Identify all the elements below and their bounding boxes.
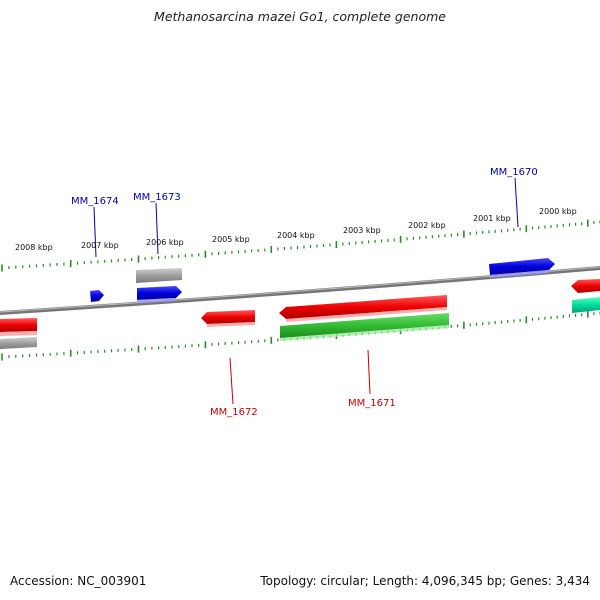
kbp-label-2004: 2004 kbp [277,231,315,240]
kbp-label-2006: 2006 kbp [146,238,184,247]
gene-mm-1673[interactable] [137,286,182,303]
gene-left-edge-red[interactable] [0,318,37,336]
gene-mm-1670[interactable] [489,258,555,278]
leader-line-mm-1671 [367,349,371,395]
pseudo-gene-forward[interactable] [136,268,182,283]
kbp-label-2005: 2005 kbp [212,235,250,244]
rna-feature-mm-1671[interactable] [280,313,449,341]
outer-tick-ruler [1,219,600,272]
kbp-label-2002: 2002 kbp [408,221,446,230]
gene-mm-1672[interactable] [201,310,255,327]
gene-mm-1674[interactable] [90,290,104,302]
leader-line-mm-1674 [93,206,97,258]
gene-label-mm-1674[interactable]: MM_1674 [71,196,119,207]
kbp-label-2001: 2001 kbp [473,214,511,223]
leader-line-mm-1670 [514,177,519,228]
kbp-label-2007: 2007 kbp [81,241,119,250]
gene-mm-1671[interactable] [279,295,447,322]
gene-label-mm-1672[interactable]: MM_1672 [210,407,258,418]
kbp-label-2003: 2003 kbp [343,226,381,235]
leader-line-mm-1673 [155,202,159,255]
feature-right-edge-teal[interactable] [572,297,600,313]
gene-label-mm-1670[interactable]: MM_1670 [490,167,538,178]
gene-right-edge-red[interactable] [571,279,600,293]
map-title: Methanosarcina mazei Go1, complete genom… [154,9,446,24]
kbp-label-2008: 2008 kbp [15,243,53,252]
gene-label-mm-1673[interactable]: MM_1673 [133,192,181,203]
genome-summary-text: Topology: circular; Length: 4,096,345 bp… [260,574,590,588]
kbp-label-2000: 2000 kbp [539,207,577,216]
gene-label-mm-1671[interactable]: MM_1671 [348,398,396,409]
pseudo-gene-left-edge[interactable] [0,337,37,349]
leader-line-mm-1672 [229,357,234,405]
accession-text: Accession: NC_003901 [10,574,147,588]
